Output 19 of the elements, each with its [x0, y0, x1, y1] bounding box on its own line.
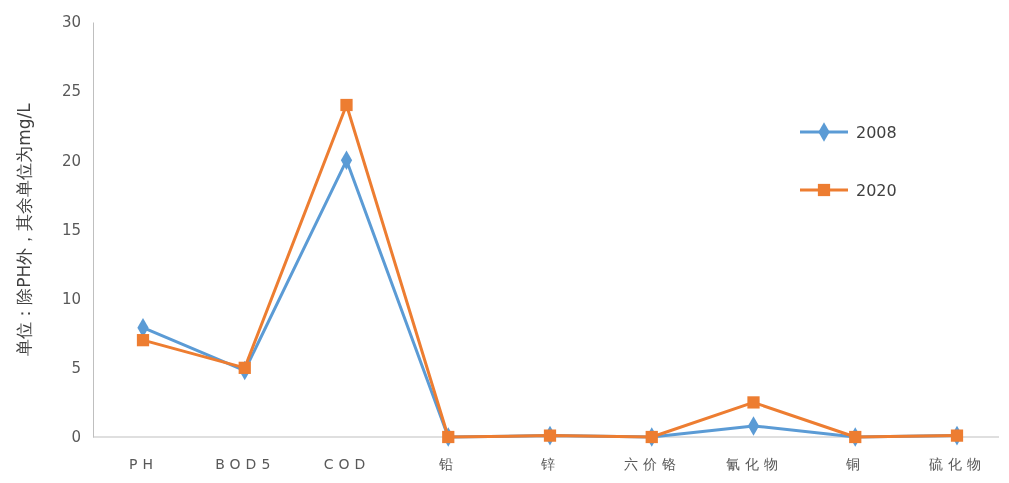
y-tick-label: 10 [61, 289, 81, 308]
legend-label: 2008 [856, 123, 897, 142]
y-tick-label: 5 [71, 359, 81, 378]
x-tick-label: BOD5 [215, 455, 276, 472]
y-tick-label: 30 [61, 13, 81, 32]
x-tick-label: 锌 [540, 455, 560, 472]
y-tick-label: 25 [61, 82, 81, 101]
y-tick-label: 20 [61, 151, 81, 170]
x-tick-label: PH [129, 455, 158, 472]
legend-label: 2020 [856, 181, 897, 200]
x-tick-label: 铜 [845, 455, 866, 472]
y-axis-title: 单位：除PH外，其余单位为mg/L [14, 102, 34, 356]
x-tick-label: 氰化物 [725, 455, 783, 472]
x-tick-label: COD [323, 455, 371, 472]
y-tick-label: 15 [61, 220, 81, 239]
x-tick-label: 六价铬 [623, 455, 681, 472]
x-tick-label: 硫化物 [929, 455, 986, 472]
y-tick-label: 0 [71, 428, 81, 447]
x-tick-label: 铅 [438, 455, 459, 472]
